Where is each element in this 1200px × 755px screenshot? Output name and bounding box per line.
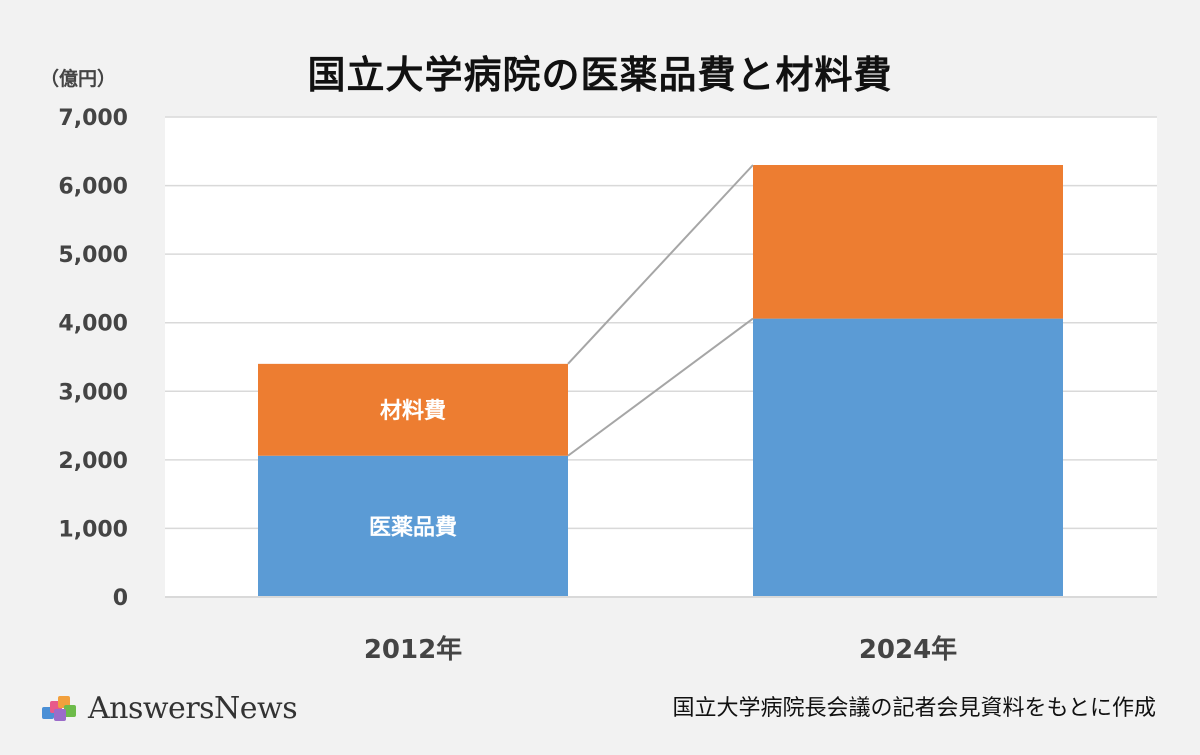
y-tick-label: 7,000	[58, 106, 128, 131]
logo-text: AnswersNews	[88, 690, 298, 726]
x-category-label: 2012年	[364, 634, 462, 665]
y-tick-label: 6,000	[58, 175, 128, 200]
chart-title: 国立大学病院の医薬品費と材料費	[307, 53, 893, 97]
y-tick-label: 0	[113, 586, 128, 611]
answersnews-logo: AnswersNews	[40, 688, 298, 728]
bar-segment	[258, 363, 568, 456]
bar-segment	[258, 455, 568, 597]
y-tick-label: 5,000	[58, 243, 128, 268]
y-tick-label: 1,000	[58, 517, 128, 542]
source-note: 国立大学病院長会議の記者会見資料をもとに作成	[672, 696, 1156, 721]
bar-segment	[753, 165, 1063, 319]
bar-segment-label: 材料費	[380, 399, 446, 424]
y-axis-unit-label: （億円）	[40, 68, 117, 90]
bar-segment-label: 医薬品費	[369, 515, 457, 540]
x-category-label: 2024年	[859, 634, 957, 665]
y-tick-label: 4,000	[58, 312, 128, 337]
series-connector-line	[567, 317, 754, 457]
y-tick-label: 3,000	[58, 380, 128, 405]
puzzle-logo-icon	[42, 696, 76, 721]
series-connector-line	[567, 164, 754, 365]
bar-segment	[753, 318, 1063, 597]
y-tick-label: 2,000	[58, 449, 128, 474]
